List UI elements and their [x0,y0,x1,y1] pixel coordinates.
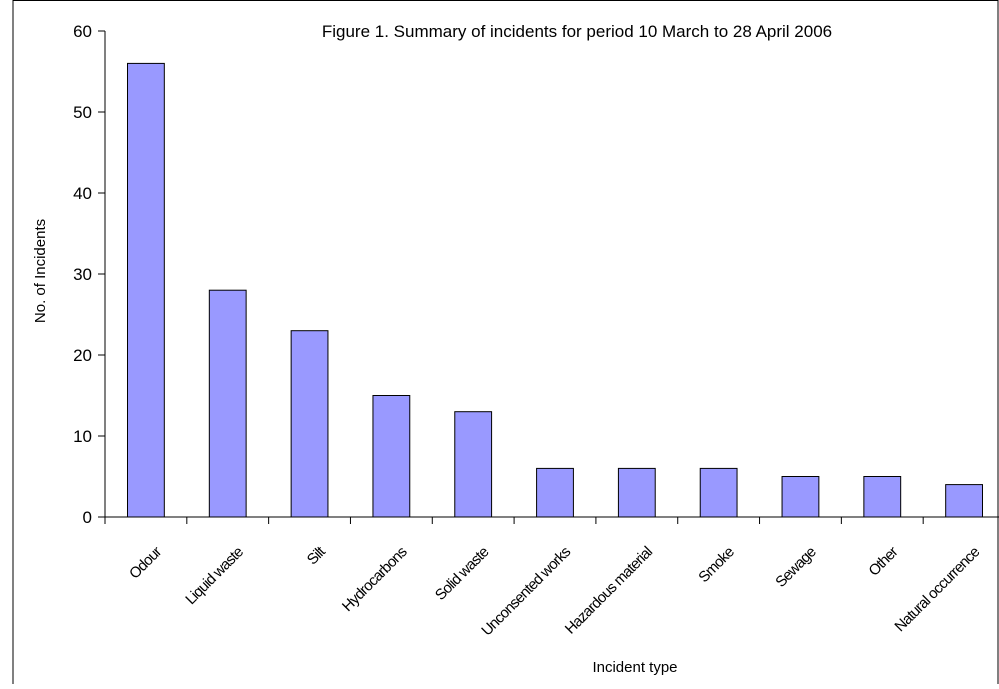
y-tick-label: 0 [83,508,92,527]
bar [617,467,656,518]
y-tick-label: 40 [73,184,92,203]
bar [208,289,247,518]
chart-title: Figure 1. Summary of incidents for perio… [322,22,832,41]
bar [536,467,574,518]
bar [863,476,902,518]
bar [127,62,165,518]
bar [699,467,738,518]
chart-frame [12,0,999,689]
x-axis-label: Incident type [592,659,677,676]
y-tick-label: 30 [73,265,92,284]
y-tick-label: 50 [73,103,92,122]
bar [372,395,411,518]
bar [454,411,493,518]
y-axis-label: No. of Incidents [32,219,49,323]
bar [945,484,984,518]
bar [781,476,820,518]
bar [290,330,329,518]
y-tick-label: 20 [73,346,92,365]
y-tick-label: 10 [73,427,92,446]
y-axis: 0 10 20 30 40 50 60 [73,22,106,527]
bars [127,62,984,518]
y-tick-label: 60 [73,22,92,41]
